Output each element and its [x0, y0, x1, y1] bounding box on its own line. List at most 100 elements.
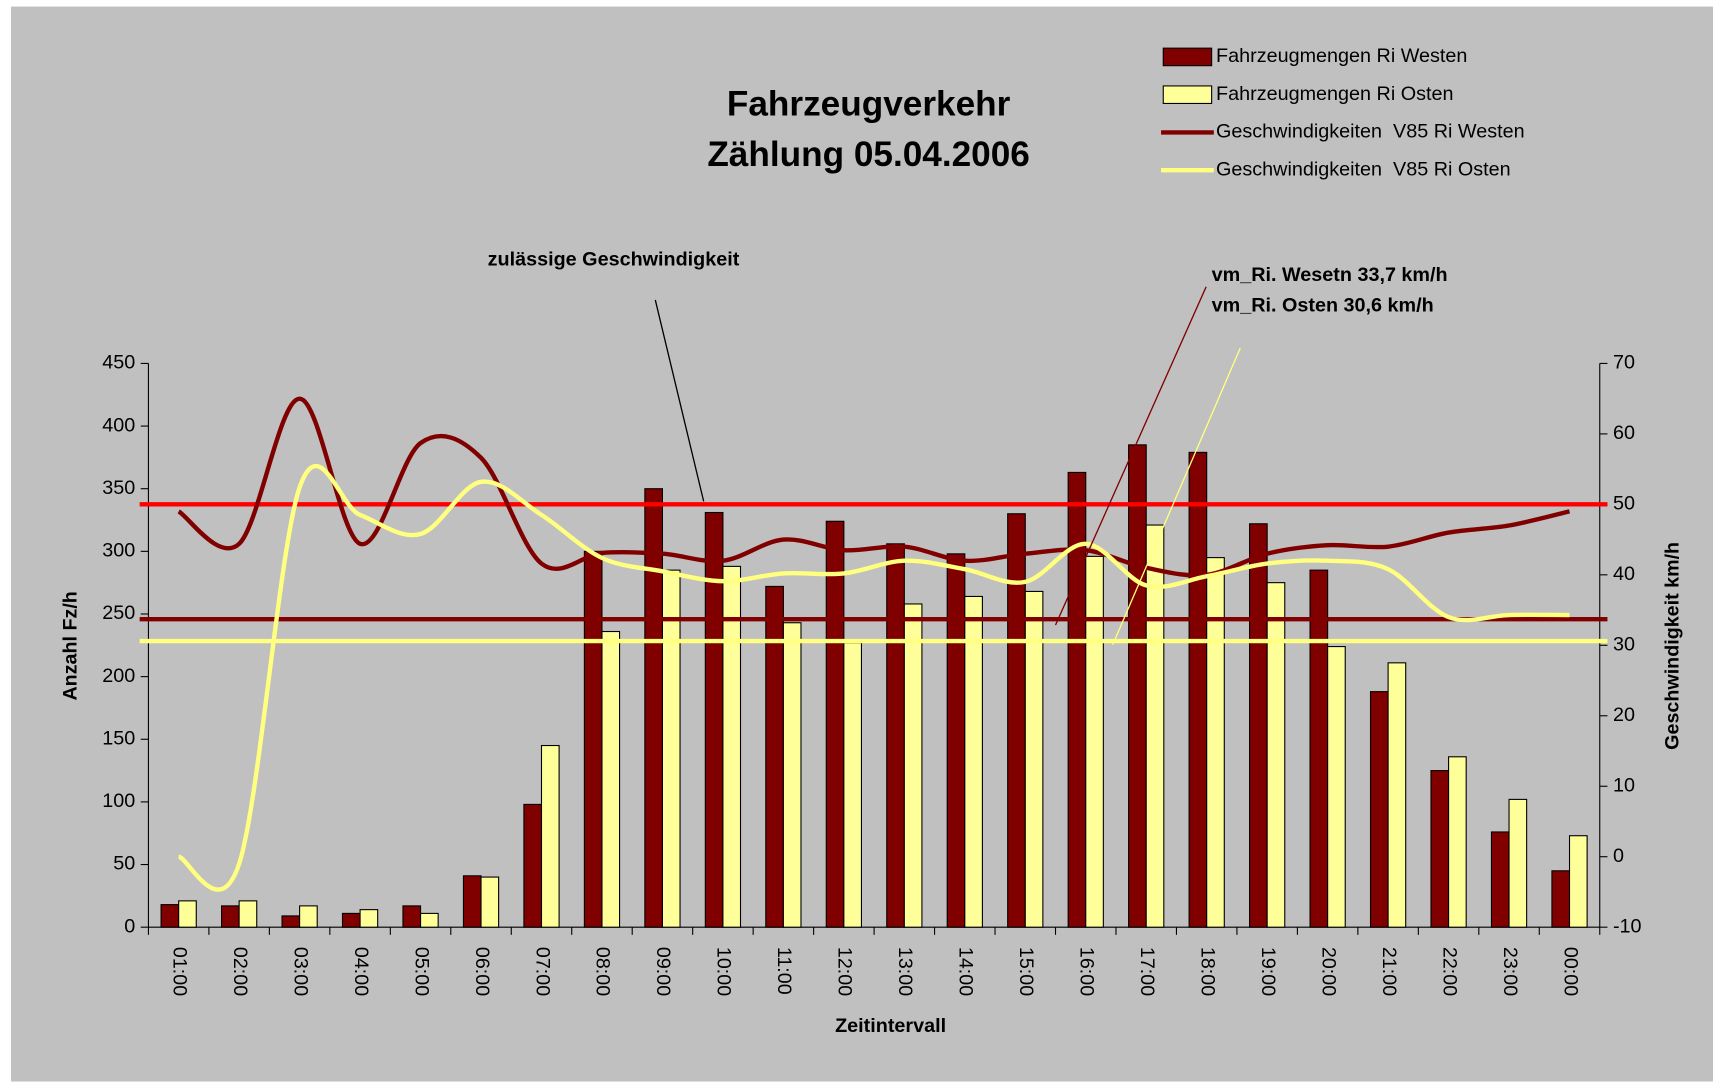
x-tick-label: 17:00: [1136, 947, 1158, 996]
bar: [964, 595, 983, 928]
bar: [1508, 798, 1528, 928]
bar: [1430, 770, 1450, 928]
bar: [238, 900, 258, 928]
bar: [299, 905, 318, 928]
y-tick-label: 250: [102, 602, 135, 624]
bar: [583, 550, 603, 928]
annotation-pointer: [654, 299, 705, 502]
bar: [1266, 582, 1286, 928]
x-tick-label: 11:00: [773, 947, 795, 995]
legend-label: Fahrzeugmengen Ri Osten: [1216, 83, 1453, 105]
y-tick-label: 0: [124, 915, 135, 937]
y-tick-label: 400: [102, 414, 135, 436]
y2-tick-label: 50: [1613, 493, 1635, 515]
bar: [1128, 444, 1147, 928]
bar: [843, 642, 862, 928]
legend-swatch: [1162, 85, 1213, 104]
bar: [825, 520, 845, 928]
x-axis-label: Zeitintervall: [835, 1015, 946, 1037]
bar: [480, 876, 500, 928]
bar: [903, 603, 923, 928]
bar: [601, 630, 621, 928]
bar: [661, 569, 681, 928]
y2-tick-label: 40: [1613, 563, 1635, 585]
x-tick-label: 14:00: [955, 947, 977, 996]
bar: [462, 875, 482, 928]
y2-tick-label: 30: [1613, 634, 1635, 656]
y-tick-label: 200: [102, 665, 135, 687]
legend-label: Geschwindigkeiten V85 Ri Westen: [1216, 121, 1525, 143]
x-tick-label: 16:00: [1076, 947, 1098, 996]
bar: [420, 912, 439, 928]
annotation-pointer: [1054, 286, 1207, 626]
x-tick-label: 13:00: [894, 947, 916, 996]
bar: [178, 900, 197, 928]
x-tick-label: 00:00: [1559, 947, 1581, 996]
y-tick-label: 150: [102, 728, 135, 750]
y-tick-label: 450: [102, 352, 135, 374]
bar: [220, 905, 240, 928]
bar: [1490, 831, 1510, 928]
bar: [1067, 471, 1087, 928]
legend-label: Fahrzeugmengen Ri Westen: [1216, 45, 1467, 67]
y2-tick-label: 10: [1613, 774, 1635, 796]
bar: [782, 622, 802, 928]
y2-axis-label: Geschwindigkeit km/h: [1662, 542, 1684, 750]
bar: [886, 543, 905, 928]
line-series: [177, 464, 1570, 892]
bar: [402, 905, 422, 928]
bar: [359, 909, 379, 928]
legend-label: Geschwindigkeiten V85 Ri Osten: [1216, 158, 1511, 180]
annotation: vm_Ri. Osten 30,6 km/h: [1212, 295, 1434, 317]
bar: [341, 912, 361, 928]
x-tick-label: 04:00: [350, 947, 372, 996]
x-tick-label: 05:00: [410, 947, 432, 996]
bar: [1085, 555, 1104, 928]
x-tick-label: 07:00: [531, 947, 553, 996]
bar: [1568, 835, 1588, 928]
bar: [1369, 691, 1389, 928]
bar: [1188, 451, 1208, 928]
y2-tick-label: 20: [1613, 704, 1635, 726]
bar: [1309, 569, 1329, 928]
x-tick-label: 15:00: [1015, 947, 1037, 996]
x-tick-label: 02:00: [229, 947, 251, 996]
x-tick-label: 19:00: [1257, 947, 1279, 996]
y2-tick-label: 0: [1613, 845, 1624, 867]
x-tick-label: 09:00: [652, 947, 674, 996]
x-tick-label: 21:00: [1378, 947, 1400, 996]
y2-tick-label: 60: [1613, 422, 1635, 444]
y2-tick-label: 70: [1613, 352, 1635, 374]
bar: [1007, 513, 1026, 928]
x-tick-label: 20:00: [1317, 947, 1339, 996]
x-tick-label: 12:00: [834, 947, 856, 996]
x-tick-label: 23:00: [1499, 947, 1521, 996]
bar: [946, 553, 966, 928]
bar: [1145, 524, 1165, 928]
x-tick-label: 01:00: [168, 947, 190, 996]
y-tick-label: 350: [102, 477, 135, 499]
y-tick-label: 300: [102, 540, 135, 562]
bar: [1327, 646, 1346, 928]
annotation: zulässige Geschwindigkeit: [488, 249, 740, 271]
bar: [1206, 557, 1225, 928]
bar: [1249, 523, 1268, 928]
bar: [160, 904, 180, 928]
line-series: [177, 396, 1571, 578]
x-tick-label: 03:00: [289, 947, 311, 996]
x-tick-label: 08:00: [592, 947, 614, 996]
bar: [1024, 590, 1044, 928]
chart-title: Fahrzeugverkehr: [727, 84, 1011, 123]
bar: [540, 744, 560, 928]
bar: [704, 511, 724, 928]
y-axis-label: Anzahl Fz/h: [60, 591, 82, 700]
legend-swatch: [1162, 47, 1213, 67]
x-tick-label: 10:00: [713, 947, 735, 996]
y-tick-label: 50: [113, 853, 135, 875]
chart-title: Zählung 05.04.2006: [707, 135, 1030, 174]
y-tick-label: 100: [102, 790, 135, 812]
x-tick-label: 18:00: [1196, 947, 1218, 996]
y2-tick-label: -10: [1613, 915, 1642, 937]
bar: [523, 803, 543, 928]
